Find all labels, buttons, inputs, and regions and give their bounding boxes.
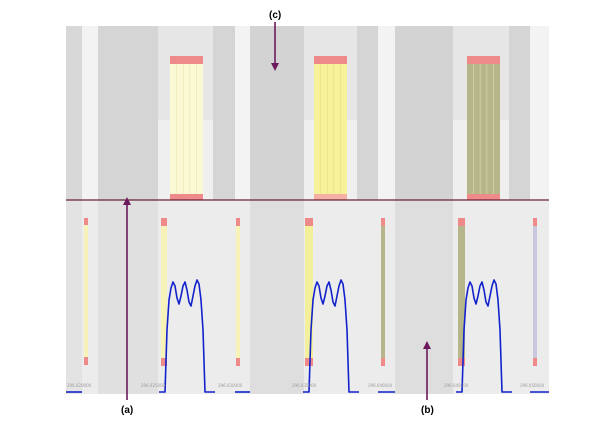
axis-tick-label: 296.035000 <box>292 383 317 388</box>
bottom-cap <box>314 194 347 202</box>
pulse-block-2 <box>314 56 347 202</box>
axis-tick-label: 296.030000 <box>218 383 243 388</box>
axis-tick-label: 296.025000 <box>141 383 166 388</box>
channel-strip <box>236 218 240 366</box>
gap-column <box>66 200 82 394</box>
axis-tick-label: 296.020000 <box>67 383 92 388</box>
callout-label-a: (a) <box>121 405 133 416</box>
channel-strip <box>381 218 385 366</box>
gap-column <box>98 26 158 200</box>
gap-column <box>250 26 304 200</box>
channel-strip <box>305 218 313 366</box>
gap-column <box>250 200 304 394</box>
axis-ticks: 296.020000 296.025000 296.030000 296.035… <box>67 383 545 388</box>
axis-tick-label: 296.040000 <box>368 383 393 388</box>
channel-strip <box>458 218 465 366</box>
arrowhead-c <box>271 63 279 71</box>
gap-column <box>213 26 235 200</box>
callout-label-c: (c) <box>269 10 281 21</box>
top-cap <box>170 56 203 64</box>
callout-label-b: (b) <box>421 405 434 416</box>
callout-a: (a) <box>121 197 133 416</box>
arrowhead-b <box>423 341 431 349</box>
highlight-column <box>235 26 250 200</box>
bottom-panel: 296.020000 296.025000 296.030000 296.035… <box>66 200 549 394</box>
top-panel <box>66 26 549 202</box>
gap-column <box>395 200 453 394</box>
waveform-trace <box>66 279 549 393</box>
bottom-cap <box>467 194 500 202</box>
gap-column <box>509 26 530 200</box>
pulse-block-3 <box>467 56 500 202</box>
gap-column <box>395 26 453 200</box>
bottom-cap <box>170 194 203 202</box>
top-cap <box>314 56 347 64</box>
arrowhead-a <box>123 197 131 205</box>
highlight-column <box>530 26 549 200</box>
channel-strip <box>533 218 537 366</box>
callout-b: (b) <box>421 341 434 416</box>
gap-column <box>66 26 82 200</box>
axis-tick-label: 296.050000 <box>520 383 545 388</box>
highlight-column <box>82 26 98 200</box>
axis-tick-label: 296.045000 <box>444 383 469 388</box>
channel-strip <box>161 218 167 366</box>
pulse-block-1 <box>170 56 203 202</box>
gap-column <box>98 200 158 394</box>
callout-c: (c) <box>269 10 281 71</box>
gap-column <box>357 26 378 200</box>
highlight-column <box>378 26 395 200</box>
waveform-pulse <box>159 279 215 393</box>
waveform-pulse <box>456 279 512 393</box>
channel-strip <box>84 218 88 365</box>
top-cap <box>467 56 500 64</box>
waveform-pulse <box>303 279 359 393</box>
